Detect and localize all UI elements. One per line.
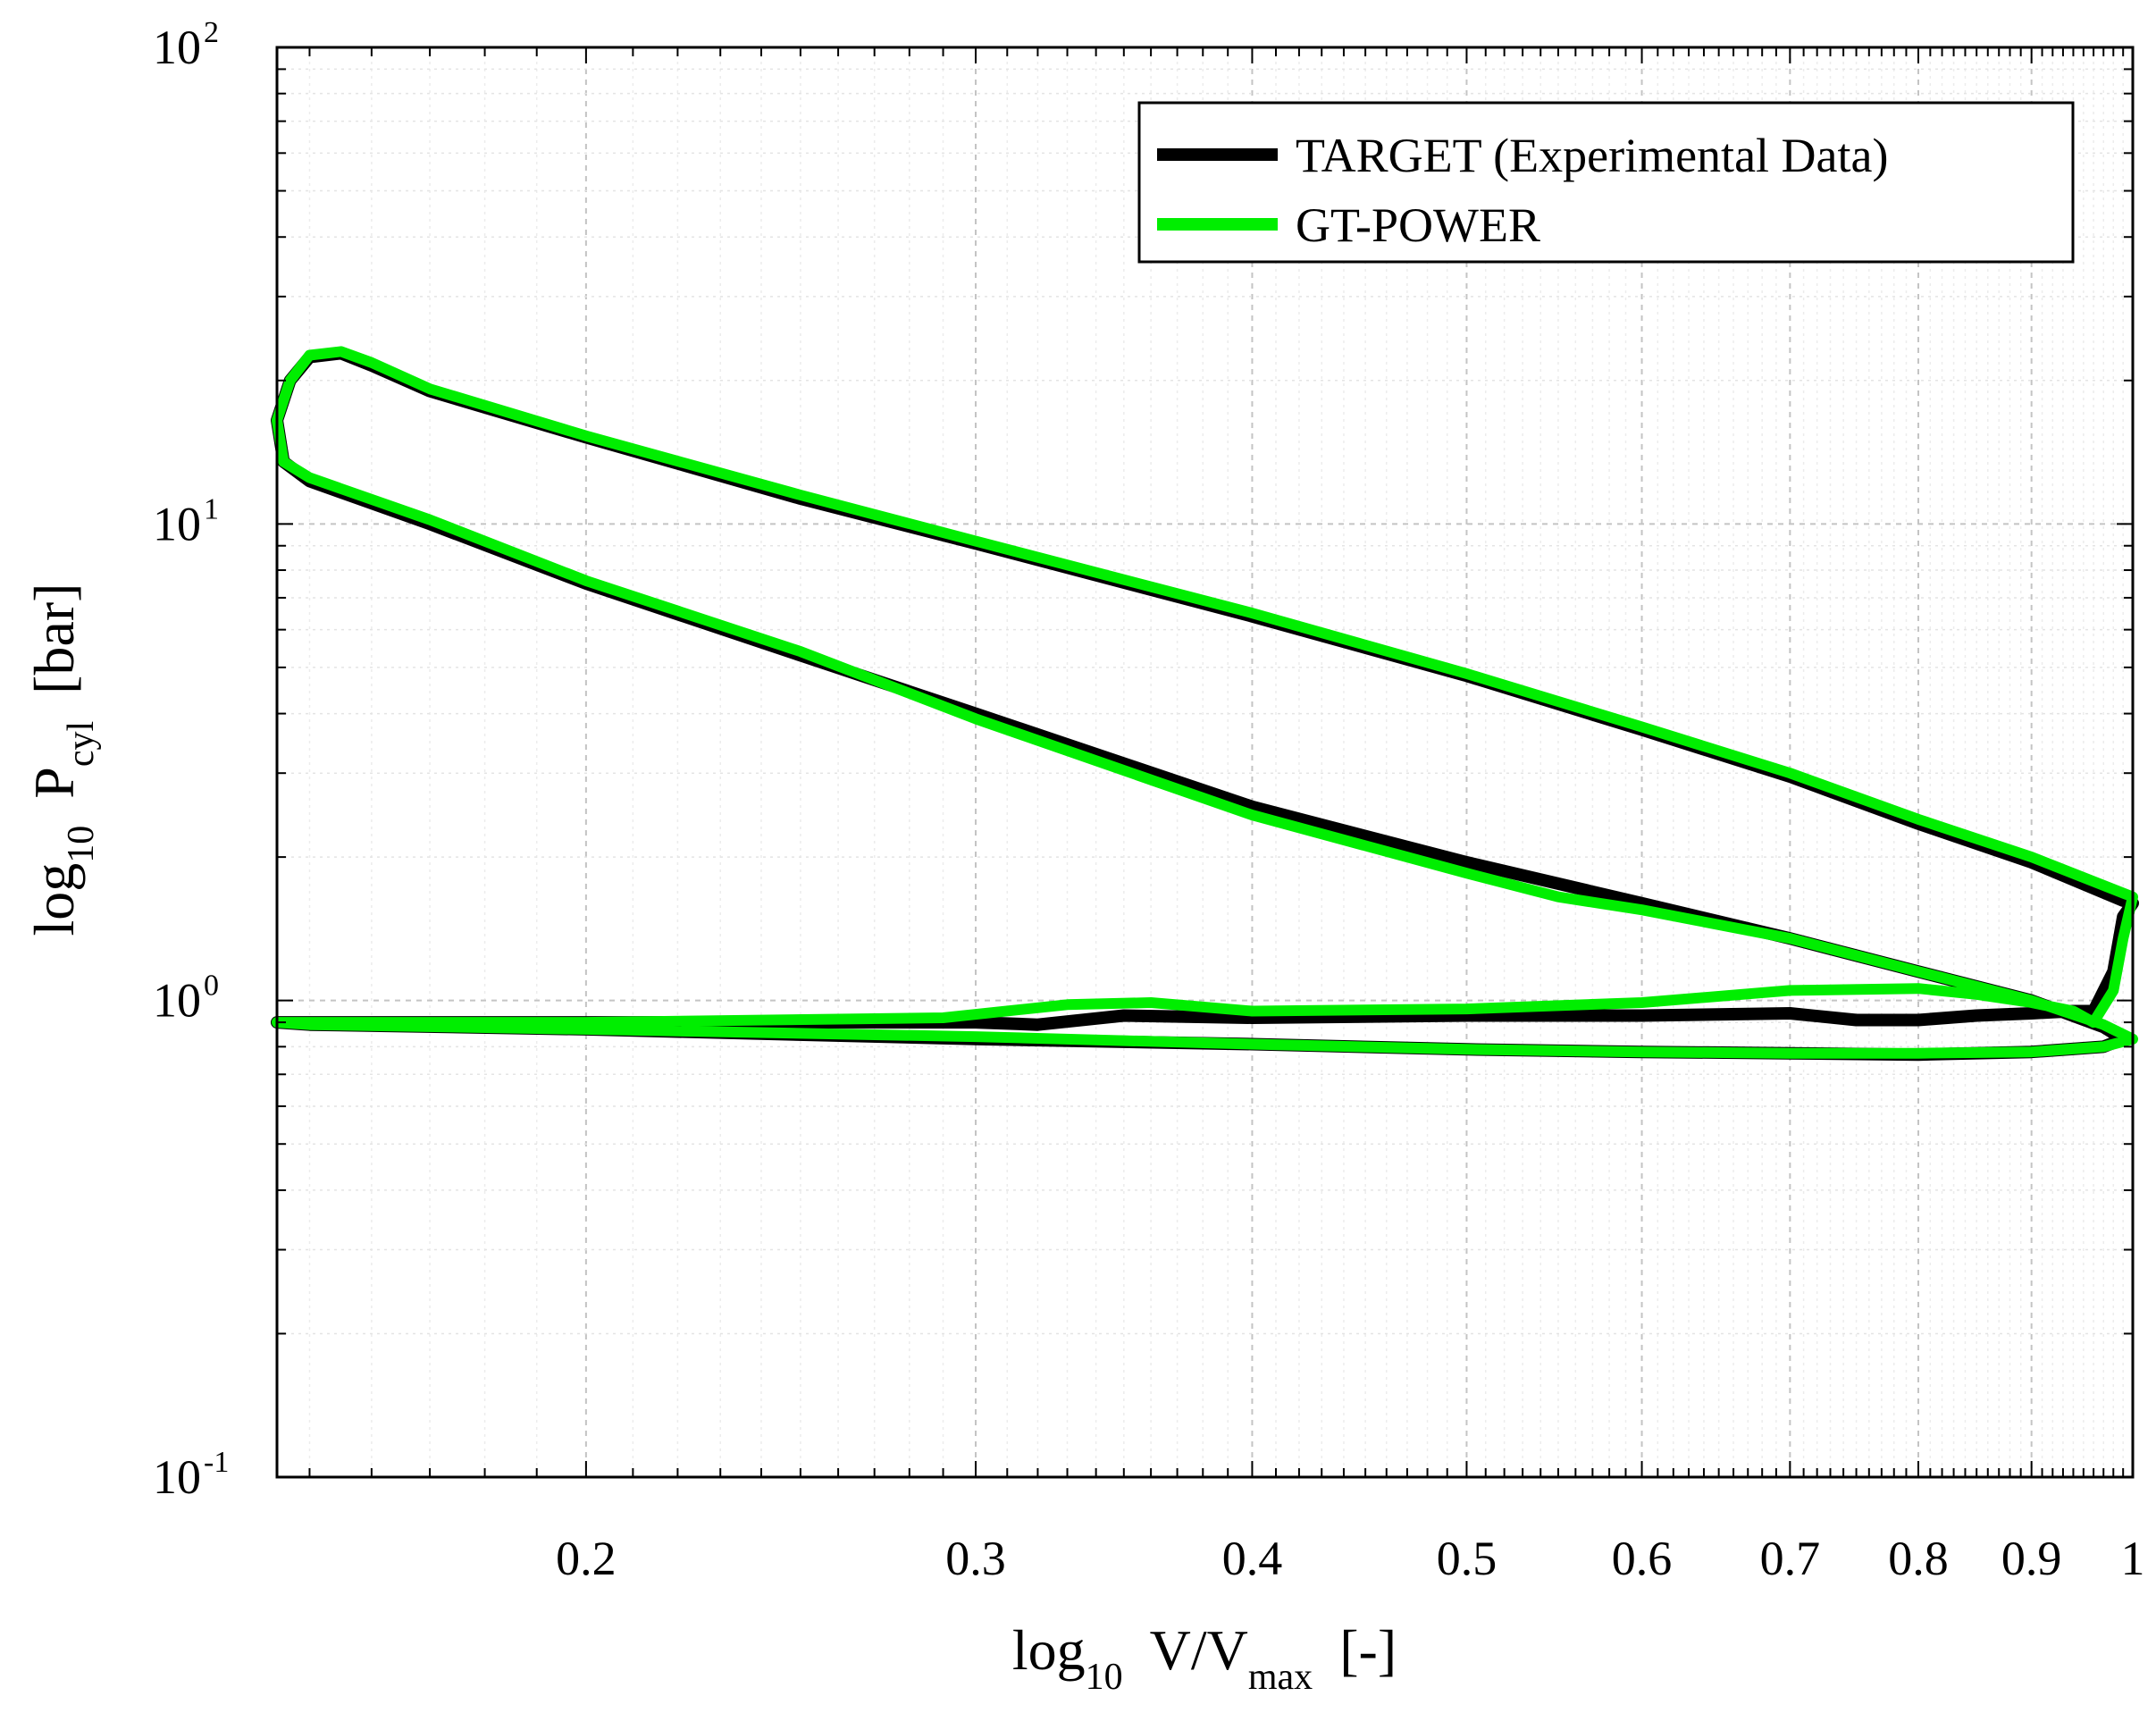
x-tick-label: 0.7: [1760, 1532, 1821, 1585]
legend-label-target: TARGET (Experimental Data): [1296, 129, 1888, 182]
y-tick-exponent: 0: [204, 970, 219, 1003]
x-title-unit: [-]: [1339, 1618, 1397, 1682]
legend-label-gt-power: GT-POWER: [1296, 198, 1540, 252]
x-tick-label: 0.3: [945, 1532, 1006, 1585]
legend: TARGET (Experimental Data) GT-POWER: [1137, 101, 2075, 264]
series-gt-power-line: [272, 346, 2138, 1059]
y-title-main-sub: cyl: [61, 721, 102, 767]
x-tick-label: 0.5: [1437, 1532, 1497, 1585]
y-title-log-sub: 10: [61, 826, 102, 863]
x-tick-label: 1: [2121, 1532, 2145, 1585]
x-tick-label: 0.2: [556, 1532, 617, 1585]
x-tick-label: 0.6: [1612, 1532, 1673, 1585]
y-tick-label: 10: [153, 974, 201, 1028]
x-title-log-sub: 10: [1086, 1657, 1123, 1698]
y-tick-exponent: 1: [204, 492, 219, 525]
y-title-log: log: [22, 863, 86, 936]
y-tick-label: 10: [153, 1450, 201, 1504]
y-tick-exponent: -1: [204, 1446, 229, 1479]
x-axis-title: log10 V/Vmax [-]: [1012, 1618, 1397, 1698]
legend-box: [1137, 101, 2075, 264]
plot-frame: [275, 46, 2135, 1479]
y-tick-label: 10: [153, 21, 201, 74]
x-title-main-sub: max: [1248, 1657, 1313, 1698]
x-title-log: log: [1012, 1618, 1086, 1682]
y-tick-exponent: 2: [204, 16, 219, 49]
y-axis-title: log10 Pcyl [bar]: [22, 583, 102, 936]
x-tick-label: 0.8: [1888, 1532, 1949, 1585]
x-tick-label: 0.9: [2001, 1532, 2062, 1585]
y-tick-label: 10: [153, 497, 201, 550]
y-title-main: P: [22, 767, 86, 799]
x-title-main: V/V: [1150, 1618, 1248, 1682]
y-title-unit: [bar]: [22, 583, 86, 693]
plot-lines: [271, 346, 2139, 1062]
x-tick-label: 0.4: [1222, 1532, 1283, 1585]
